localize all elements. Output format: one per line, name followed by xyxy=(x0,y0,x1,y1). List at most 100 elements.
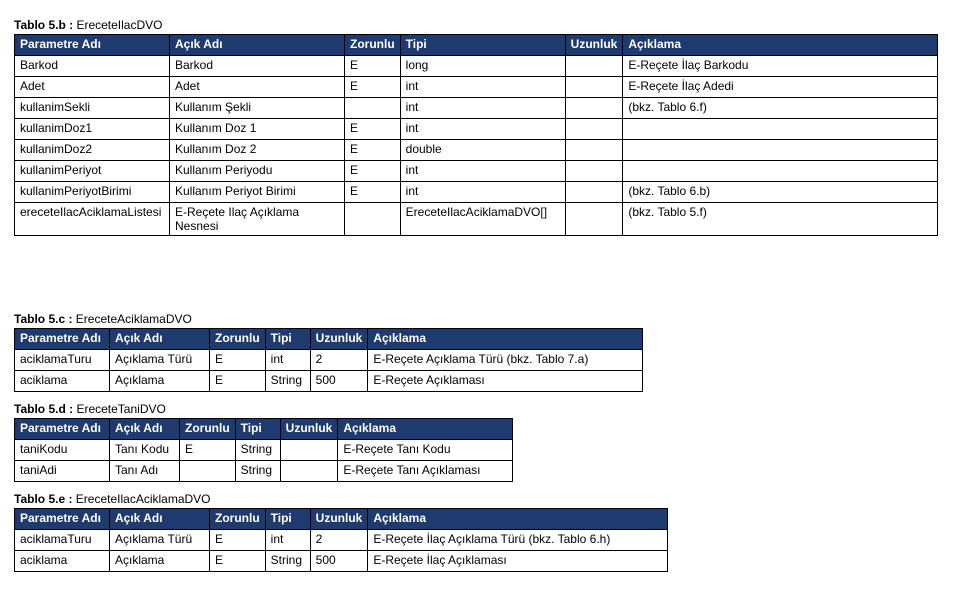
table-cell: 500 xyxy=(310,551,368,572)
table-cell: int xyxy=(265,530,310,551)
column-header: Zorunlu xyxy=(210,509,266,530)
table-cell: Açıklama Türü xyxy=(110,530,210,551)
column-header: Parametre Adı xyxy=(15,509,110,530)
table-row: kullanimDoz2Kullanım Doz 2Edouble xyxy=(15,140,938,161)
table-cell xyxy=(565,56,623,77)
column-header: Uzunluk xyxy=(565,35,623,56)
table-row: aciklamaAçıklamaEString500E-Reçete İlaç … xyxy=(15,551,668,572)
table-cell xyxy=(345,98,401,119)
table-cell: kullanimDoz1 xyxy=(15,119,170,140)
table-cell: int xyxy=(400,77,565,98)
table-c-title: Tablo 5.c : EreceteAciklamaDVO xyxy=(14,312,945,326)
column-header: Zorunlu xyxy=(210,329,266,350)
table-cell: Barkod xyxy=(170,56,345,77)
table-cell: E-Reçete İlaç Açıklama Türü (bkz. Tablo … xyxy=(368,530,668,551)
table-cell: 500 xyxy=(310,371,368,392)
column-header: Tipi xyxy=(265,329,310,350)
table-cell: int xyxy=(400,98,565,119)
table-cell: int xyxy=(400,161,565,182)
title-bold: Tablo 5.b : xyxy=(14,18,73,32)
table-cell: E-Reçete İlaç Adedi xyxy=(623,77,938,98)
title-rest: EreceteAciklamaDVO xyxy=(76,312,192,326)
title-rest: EreceteIlacDVO xyxy=(76,18,162,32)
table-cell: E xyxy=(180,440,236,461)
table-cell: aciklama xyxy=(15,371,110,392)
table-row: ereceteIlacAciklamaListesiE-Reçete Ilaç … xyxy=(15,203,938,236)
table-cell: kullanimPeriyot xyxy=(15,161,170,182)
table-c: Parametre AdıAçık AdıZorunluTipiUzunlukA… xyxy=(14,328,643,392)
column-header: Açık Adı xyxy=(170,35,345,56)
column-header: Parametre Adı xyxy=(15,419,110,440)
column-header: Tipi xyxy=(265,509,310,530)
table-cell: Tanı Kodu xyxy=(110,440,180,461)
table-cell: 2 xyxy=(310,350,368,371)
table-cell xyxy=(565,77,623,98)
table-cell: Tanı Adı xyxy=(110,461,180,482)
table-row: aciklamaAçıklamaEString500E-Reçete Açıkl… xyxy=(15,371,643,392)
table-cell: String xyxy=(265,551,310,572)
table-cell xyxy=(623,140,938,161)
table-d-title: Tablo 5.d : EreceteTaniDVO xyxy=(14,402,945,416)
table-cell: Açıklama xyxy=(110,551,210,572)
table-cell: (bkz. Tablo 6.b) xyxy=(623,182,938,203)
table-row: AdetAdetEintE-Reçete İlaç Adedi xyxy=(15,77,938,98)
table-cell: double xyxy=(400,140,565,161)
table-cell: String xyxy=(265,371,310,392)
table-cell: taniAdi xyxy=(15,461,110,482)
table-b: Parametre AdıAçık AdıZorunluTipiUzunlukA… xyxy=(14,34,938,236)
table-cell: Kullanım Doz 1 xyxy=(170,119,345,140)
column-header: Uzunluk xyxy=(310,329,368,350)
table-cell: E xyxy=(345,140,401,161)
column-header: Uzunluk xyxy=(280,419,338,440)
table-cell: aciklamaTuru xyxy=(15,530,110,551)
table-cell: E-Reçete İlaç Açıklaması xyxy=(368,551,668,572)
column-header: Açıklama xyxy=(338,419,513,440)
table-cell: Kullanım Periyot Birimi xyxy=(170,182,345,203)
table-cell: aciklama xyxy=(15,551,110,572)
table-cell: E xyxy=(210,530,266,551)
table-cell: int xyxy=(400,182,565,203)
table-cell: Kullanım Doz 2 xyxy=(170,140,345,161)
table-cell: (bkz. Tablo 6.f) xyxy=(623,98,938,119)
table-cell: E-Reçete İlaç Barkodu xyxy=(623,56,938,77)
table-e-title: Tablo 5.e : EreceteIlacAciklamaDVO xyxy=(14,492,945,506)
table-cell xyxy=(623,161,938,182)
table-cell: E xyxy=(345,119,401,140)
table-cell: E-Reçete Açıklaması xyxy=(368,371,643,392)
table-cell: E xyxy=(210,371,266,392)
table-cell: int xyxy=(265,350,310,371)
table-cell: E xyxy=(210,551,266,572)
table-cell: E-Reçete Tanı Kodu xyxy=(338,440,513,461)
table-cell: taniKodu xyxy=(15,440,110,461)
title-rest: EreceteTaniDVO xyxy=(76,402,165,416)
table-row: kullanimDoz1Kullanım Doz 1Eint xyxy=(15,119,938,140)
column-header: Zorunlu xyxy=(345,35,401,56)
table-cell: ereceteIlacAciklamaListesi xyxy=(15,203,170,236)
table-cell: E xyxy=(345,77,401,98)
column-header: Parametre Adı xyxy=(15,329,110,350)
column-header: Zorunlu xyxy=(180,419,236,440)
table-cell xyxy=(180,461,236,482)
table-cell: String xyxy=(235,461,280,482)
table-row: taniAdiTanı Adı String E-Reçete Tanı Açıkl… xyxy=(15,461,513,482)
column-header: Tipi xyxy=(235,419,280,440)
table-cell: Barkod xyxy=(15,56,170,77)
table-cell: E-Reçete Tanı Açıklaması xyxy=(338,461,513,482)
table-cell: E xyxy=(345,182,401,203)
table-cell xyxy=(345,203,401,236)
table-cell: Açıklama xyxy=(110,371,210,392)
table-cell: kullanimSekli xyxy=(15,98,170,119)
table-cell: E-Reçete Ilaç Açıklama Nesnesi xyxy=(170,203,345,236)
table-b-title: Tablo 5.b : EreceteIlacDVO xyxy=(14,18,945,32)
table-cell: Kullanım Periyodu xyxy=(170,161,345,182)
table-cell: E xyxy=(210,350,266,371)
column-header: Açık Adı xyxy=(110,419,180,440)
table-row: kullanimSekliKullanım Şekliint(bkz. Tabl… xyxy=(15,98,938,119)
table-cell xyxy=(565,182,623,203)
table-cell xyxy=(565,161,623,182)
table-cell: E-Reçete Açıklama Türü (bkz. Tablo 7.a) xyxy=(368,350,643,371)
column-header: Tipi xyxy=(400,35,565,56)
table-cell xyxy=(565,203,623,236)
table-cell: (bkz. Tablo 5.f) xyxy=(623,203,938,236)
column-header: Açıklama xyxy=(623,35,938,56)
